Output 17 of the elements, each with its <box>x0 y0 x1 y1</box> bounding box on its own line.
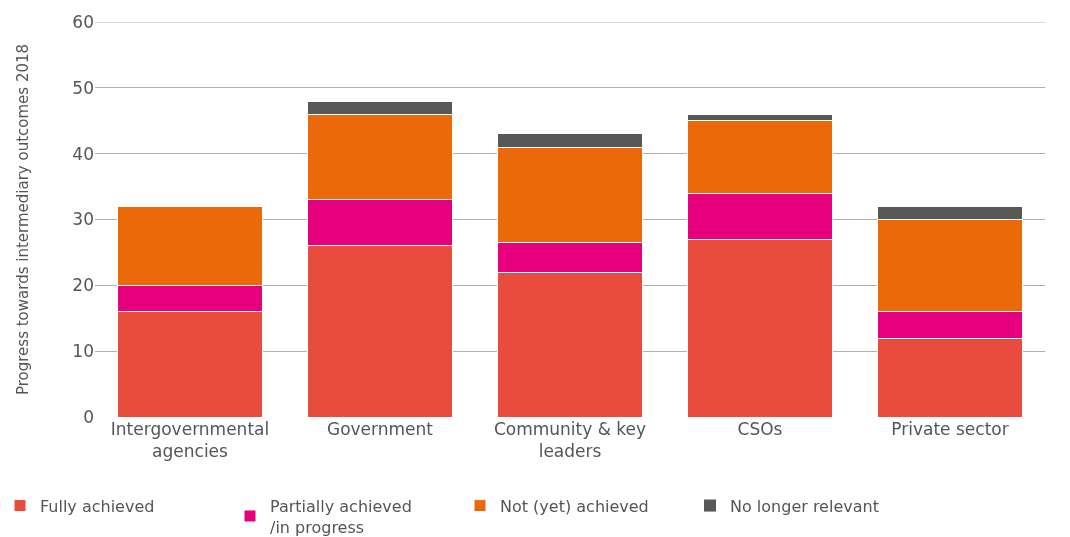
legend-label: Fully achieved <box>40 496 155 516</box>
y-axis-title: Progress towards intermediary outcomes 2018 <box>13 43 32 396</box>
x-tick-label: Intergovernmental agencies <box>110 419 270 462</box>
y-tick-label: 30 <box>72 209 94 230</box>
x-tick-label: Private sector <box>891 419 1009 439</box>
legend-label: Partially achieved /in progress <box>270 496 412 537</box>
y-tick-label: 60 <box>72 11 94 32</box>
y-tick-label: 0 <box>83 406 94 427</box>
x-tick-label: CSOs <box>737 419 783 439</box>
y-tick-label: 40 <box>72 143 94 164</box>
legend-label: Not (yet) achieved <box>500 496 649 516</box>
y-tick-label: 10 <box>72 341 94 362</box>
x-tick-label: Government <box>326 419 434 439</box>
x-tick-label: Community & key leaders <box>493 419 647 462</box>
y-tick-label: 20 <box>72 275 94 296</box>
legend-label: No longer relevant <box>730 496 879 516</box>
y-tick-label: 50 <box>72 77 94 98</box>
